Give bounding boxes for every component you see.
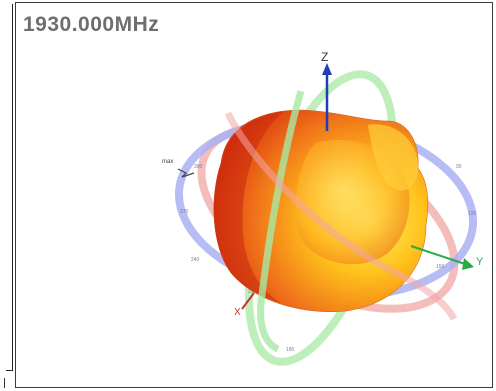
max-marker: max (162, 159, 195, 178)
y-axis-label: Y (476, 256, 484, 268)
xz-ring-front (224, 111, 458, 321)
y-axis (410, 245, 469, 266)
pattern-shadow (213, 111, 284, 303)
svg-text:240: 240 (191, 257, 200, 263)
svg-text:300: 300 (194, 164, 203, 170)
adjacent-panel-border (6, 4, 13, 371)
svg-text:120: 120 (468, 211, 477, 217)
z-axis-arrow (322, 63, 332, 75)
z-axis-label: Z (321, 50, 328, 64)
yz-ring-front (257, 90, 305, 353)
left-margin (0, 0, 14, 391)
y-axis-arrow (462, 258, 474, 270)
svg-text:90: 90 (456, 164, 462, 170)
x-axis-label: X (234, 307, 241, 318)
svg-text:150: 150 (436, 264, 445, 270)
max-marker-label: max (162, 159, 173, 165)
frequency-label: 1930.000MHz (23, 13, 160, 36)
svg-text:180: 180 (286, 347, 295, 353)
x-axis (241, 292, 255, 310)
adjacent-panel-tick (4, 378, 5, 388)
pattern-side-bulge (368, 124, 419, 191)
svg-text:270: 270 (180, 209, 189, 215)
svg-text:210: 210 (248, 289, 257, 295)
